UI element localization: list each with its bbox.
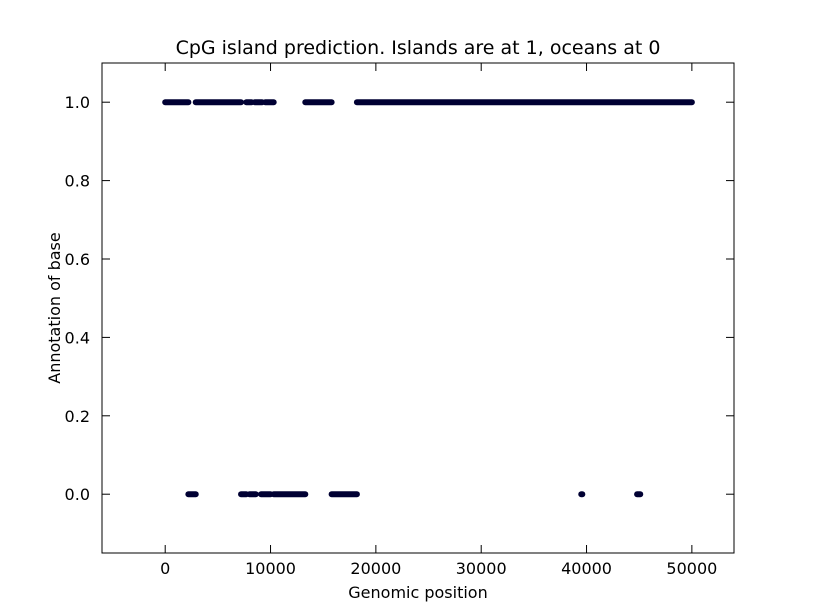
x-axis: 0 10000 20000 30000 40000 50000 bbox=[160, 63, 717, 578]
x-tick-label: 10000 bbox=[245, 559, 296, 578]
x-tick-label: 30000 bbox=[456, 559, 507, 578]
plot-area bbox=[101, 62, 735, 554]
x-tick-label: 50000 bbox=[666, 559, 717, 578]
y-tick-label: 1.0 bbox=[65, 93, 90, 112]
y-axis-label: Annotation of base bbox=[45, 232, 64, 383]
data-layer bbox=[162, 99, 695, 498]
x-tick-label: 0 bbox=[160, 559, 170, 578]
y-axis: 0.0 0.2 0.4 0.6 0.8 1.0 bbox=[65, 93, 734, 504]
x-axis-label: Genomic position bbox=[348, 583, 487, 602]
x-tick-label: 40000 bbox=[561, 559, 612, 578]
y-tick-label: 0.6 bbox=[65, 250, 90, 269]
chart-title: CpG island prediction. Islands are at 1,… bbox=[176, 37, 661, 59]
y-tick-label: 0.0 bbox=[65, 485, 90, 504]
y-tick-label: 0.8 bbox=[65, 172, 90, 191]
x-tick-label: 20000 bbox=[350, 559, 401, 578]
y-tick-label: 0.4 bbox=[65, 328, 90, 347]
y-tick-label: 0.2 bbox=[65, 407, 90, 426]
